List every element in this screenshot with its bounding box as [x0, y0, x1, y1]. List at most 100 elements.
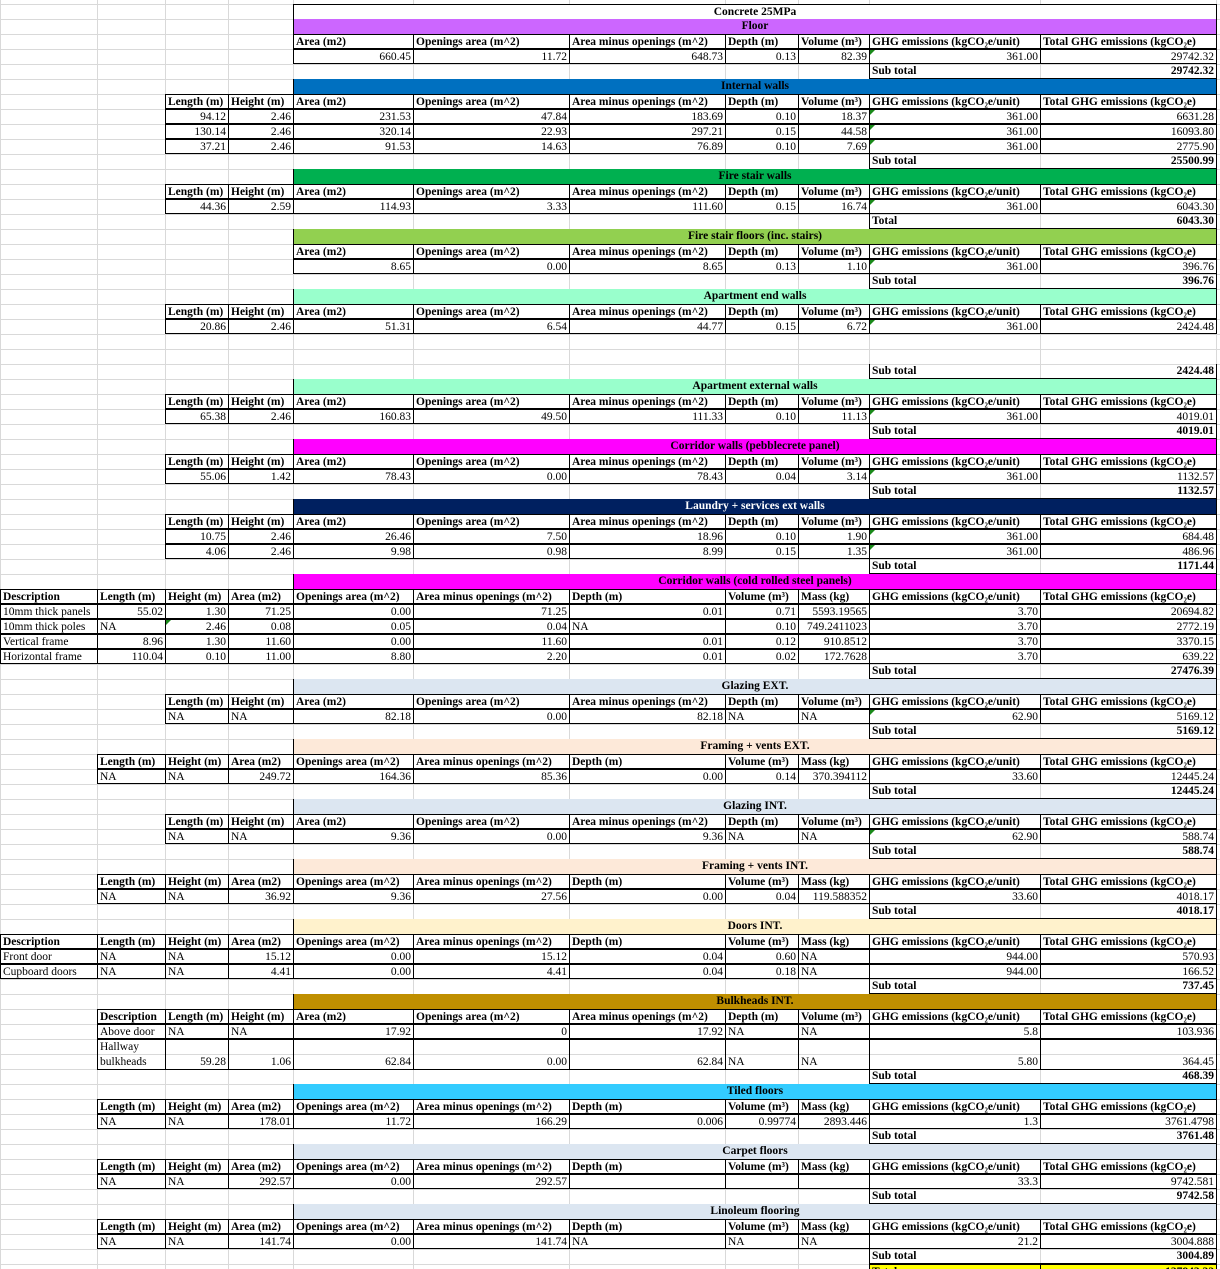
data-cell[interactable]: 71.25	[228, 604, 294, 619]
data-cell[interactable]: 2.59	[228, 199, 294, 214]
column-header[interactable]: Area minus openings (m^2)	[569, 184, 726, 199]
column-header[interactable]: GHG emissions (kgCO₂e/unit)	[869, 1159, 1041, 1174]
data-cell[interactable]	[798, 1174, 870, 1189]
data-cell[interactable]: NA	[97, 949, 166, 964]
column-header[interactable]: Area minus openings (m^2)	[569, 514, 726, 529]
data-cell[interactable]: 361.00	[869, 199, 1041, 214]
data-cell[interactable]: 2893.446	[798, 1114, 870, 1129]
data-cell[interactable]: 486.96	[1040, 544, 1217, 559]
data-cell[interactable]: 361.00	[869, 259, 1041, 274]
column-header[interactable]: Depth (m)	[725, 394, 799, 409]
column-header[interactable]: Area minus openings (m^2)	[569, 1009, 726, 1024]
data-cell[interactable]: NA	[725, 1024, 799, 1039]
data-cell[interactable]: 3.70	[869, 649, 1041, 664]
data-cell[interactable]: 361.00	[869, 544, 1041, 559]
section-title[interactable]: Fire stair walls	[293, 169, 1217, 184]
data-cell[interactable]: NA	[165, 829, 229, 844]
data-cell[interactable]: 361.00	[869, 529, 1041, 544]
column-header[interactable]: Openings area (m^2)	[413, 34, 570, 49]
data-cell[interactable]: NA	[798, 949, 870, 964]
data-cell[interactable]: 2.46	[165, 619, 229, 634]
data-cell[interactable]: 0.00	[293, 1174, 414, 1189]
data-cell[interactable]: 0	[413, 1024, 570, 1039]
column-header[interactable]: Mass (kg)	[798, 1099, 870, 1114]
data-cell[interactable]: 944.00	[869, 949, 1041, 964]
data-cell[interactable]: 15.12	[228, 949, 294, 964]
data-cell[interactable]: 1.35	[798, 544, 870, 559]
data-cell[interactable]: 684.48	[1040, 529, 1217, 544]
column-header[interactable]: GHG emissions (kgCO₂e/unit)	[869, 94, 1041, 109]
column-header[interactable]: GHG emissions (kgCO₂e/unit)	[869, 304, 1041, 319]
data-cell[interactable]: 164.36	[293, 769, 414, 784]
data-cell[interactable]: 364.45	[1040, 1039, 1217, 1070]
data-cell[interactable]: 33.60	[869, 769, 1041, 784]
column-header[interactable]: Total GHG emissions (kgCO₂e)	[1040, 184, 1217, 199]
column-header[interactable]: Area (m2)	[293, 454, 414, 469]
data-cell[interactable]: NA	[798, 709, 870, 724]
data-cell[interactable]: 0.00	[413, 469, 570, 484]
column-header[interactable]: Area minus openings (m^2)	[413, 1099, 570, 1114]
data-cell[interactable]: 1.3	[869, 1114, 1041, 1129]
column-header[interactable]: GHG emissions (kgCO₂e/unit)	[869, 1009, 1041, 1024]
data-cell[interactable]: 0.02	[725, 649, 799, 664]
column-header[interactable]: Total GHG emissions (kgCO₂e)	[1040, 754, 1217, 769]
column-header[interactable]: Height (m)	[165, 1159, 229, 1174]
column-header[interactable]: Mass (kg)	[798, 1219, 870, 1234]
column-header[interactable]: Height (m)	[165, 1099, 229, 1114]
column-header[interactable]: Height (m)	[228, 94, 294, 109]
data-cell[interactable]: 59.28	[165, 1039, 229, 1070]
column-header[interactable]: Area (m2)	[228, 874, 294, 889]
data-cell[interactable]	[725, 1174, 799, 1189]
data-cell[interactable]: 26.46	[293, 529, 414, 544]
column-header[interactable]: Volume (m³)	[798, 184, 870, 199]
data-cell[interactable]: 0.10	[725, 109, 799, 124]
column-header[interactable]: Total GHG emissions (kgCO₂e)	[1040, 874, 1217, 889]
data-cell[interactable]: 0.71	[725, 604, 799, 619]
data-cell[interactable]: 0.00	[293, 634, 414, 649]
column-header[interactable]: Area minus openings (m^2)	[569, 394, 726, 409]
data-cell[interactable]: NA	[798, 829, 870, 844]
column-header[interactable]: Depth (m)	[725, 454, 799, 469]
column-header[interactable]: GHG emissions (kgCO₂e/unit)	[869, 184, 1041, 199]
data-cell[interactable]: 78.43	[569, 469, 726, 484]
subtotal-label[interactable]: Sub total	[869, 784, 1041, 799]
column-header[interactable]: Total GHG emissions (kgCO₂e)	[1040, 94, 1217, 109]
data-cell[interactable]: 570.93	[1040, 949, 1217, 964]
column-header[interactable]: Openings area (m^2)	[413, 1009, 570, 1024]
column-header[interactable]: Volume (m³)	[725, 1219, 799, 1234]
column-header[interactable]: Volume (m³)	[798, 514, 870, 529]
column-header[interactable]: Total GHG emissions (kgCO₂e)	[1040, 514, 1217, 529]
data-cell[interactable]: 297.21	[569, 124, 726, 139]
data-cell[interactable]: 22.93	[413, 124, 570, 139]
column-header[interactable]: Depth (m)	[725, 184, 799, 199]
subtotal-value[interactable]: 1171.44	[1040, 559, 1217, 574]
data-cell[interactable]: 370.394112	[798, 769, 870, 784]
column-header[interactable]: Openings area (m^2)	[293, 1219, 414, 1234]
column-header[interactable]: Length (m)	[165, 1009, 229, 1024]
data-cell[interactable]: 9742.581	[1040, 1174, 1217, 1189]
data-cell[interactable]: 0.05	[293, 619, 414, 634]
column-header[interactable]: Area (m2)	[293, 184, 414, 199]
column-header[interactable]: GHG emissions (kgCO₂e/unit)	[869, 1219, 1041, 1234]
data-cell[interactable]: 0.00	[413, 829, 570, 844]
data-cell[interactable]: 51.31	[293, 319, 414, 334]
column-header[interactable]: GHG emissions (kgCO₂e/unit)	[869, 1099, 1041, 1114]
data-cell[interactable]: 16093.80	[1040, 124, 1217, 139]
subtotal-label[interactable]: Sub total	[869, 559, 1041, 574]
data-cell[interactable]: 20.86	[165, 319, 229, 334]
column-header[interactable]: Volume (m³)	[798, 394, 870, 409]
data-cell[interactable]: 7.69	[798, 139, 870, 154]
column-header[interactable]: Volume (m³)	[725, 934, 799, 949]
data-cell[interactable]: 1.06	[228, 1039, 294, 1070]
data-cell[interactable]: 82.39	[798, 49, 870, 64]
column-header[interactable]: Total GHG emissions (kgCO₂e)	[1040, 304, 1217, 319]
data-cell[interactable]: 130.14	[165, 124, 229, 139]
subtotal-label[interactable]: Sub total	[869, 664, 1041, 679]
data-cell[interactable]: 0.04	[725, 889, 799, 904]
data-cell[interactable]: NA	[97, 619, 166, 634]
data-cell[interactable]: 37.21	[165, 139, 229, 154]
column-header[interactable]: Openings area (m^2)	[413, 454, 570, 469]
subtotal-value[interactable]: 3004.89	[1040, 1249, 1217, 1264]
column-header[interactable]: GHG emissions (kgCO₂e/unit)	[869, 589, 1041, 604]
column-header[interactable]: Area minus openings (m^2)	[413, 754, 570, 769]
